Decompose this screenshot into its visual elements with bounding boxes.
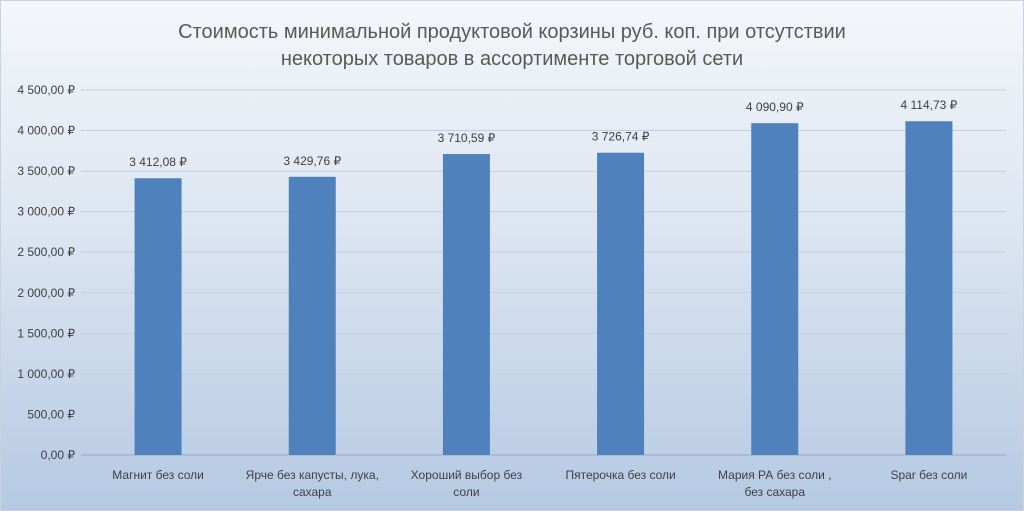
bar xyxy=(751,123,799,455)
y-tick-label: 500,00 ₽ xyxy=(27,407,75,421)
data-labels: 3 412,08 ₽ 3 429,76 ₽ 3 710,59 ₽ 3 726,74 ₽… xyxy=(129,98,957,169)
category-label-line: без сахара xyxy=(744,485,805,499)
category-label-line: Хороший выбор без xyxy=(411,468,523,482)
y-tick-label: 0,00 ₽ xyxy=(41,448,76,462)
y-tick-label: 3 000,00 ₽ xyxy=(17,205,75,219)
chart-title-line-1: Стоимость минимальной продуктовой корзин… xyxy=(178,21,846,43)
gridlines xyxy=(81,89,1006,456)
category-label: Ярче без капусты, лука, сахара xyxy=(246,468,379,499)
data-label: 3 429,76 ₽ xyxy=(283,154,341,168)
bar xyxy=(134,178,182,455)
data-label: 4 114,73 ₽ xyxy=(901,98,958,112)
bar xyxy=(442,154,490,456)
data-label: 4 090,90 ₽ xyxy=(746,100,804,114)
y-tick-label: 2 000,00 ₽ xyxy=(17,286,75,300)
category-label-line: соли xyxy=(453,485,479,499)
category-label-line: Мария РА без соли , xyxy=(718,468,831,482)
y-axis-tick-labels: 0,00 ₽ 500,00 ₽ 1 000,00 ₽ 1 500,00 ₽ 2 000,… xyxy=(17,83,75,462)
category-label-line: Spar без соли xyxy=(890,468,967,482)
bar xyxy=(288,176,336,455)
category-label: Spar без соли xyxy=(890,468,967,482)
bar xyxy=(597,152,645,455)
data-label: 3 412,08 ₽ xyxy=(129,155,187,169)
y-tick-label: 3 500,00 ₽ xyxy=(17,164,75,178)
y-tick-label: 1 500,00 ₽ xyxy=(17,326,75,340)
category-label: Мария РА без соли , без сахара xyxy=(718,468,831,499)
bar xyxy=(905,121,953,455)
category-label-line: Пятерочка без соли xyxy=(565,468,675,482)
x-axis-category-labels: Магнит без соли Ярче без капусты, лука, са… xyxy=(112,468,967,499)
bars xyxy=(134,121,953,456)
category-label-line: Ярче без капусты, лука, xyxy=(246,468,379,482)
y-tick-label: 4 500,00 ₽ xyxy=(17,83,75,97)
data-label: 3 726,74 ₽ xyxy=(592,130,650,144)
category-label: Хороший выбор без соли xyxy=(411,468,523,499)
y-tick-label: 2 500,00 ₽ xyxy=(17,245,75,259)
category-label: Магнит без соли xyxy=(112,468,204,482)
y-tick-label: 1 000,00 ₽ xyxy=(17,367,75,381)
chart-title-line-2: некоторых товаров в ассортименте торгово… xyxy=(281,48,743,70)
data-label: 3 710,59 ₽ xyxy=(438,131,496,145)
category-label: Пятерочка без соли xyxy=(565,468,675,482)
category-label-line: сахара xyxy=(293,485,332,499)
category-label-line: Магнит без соли xyxy=(112,468,204,482)
chart-title: Стоимость минимальной продуктовой корзин… xyxy=(178,21,846,70)
y-tick-label: 4 000,00 ₽ xyxy=(17,124,75,138)
